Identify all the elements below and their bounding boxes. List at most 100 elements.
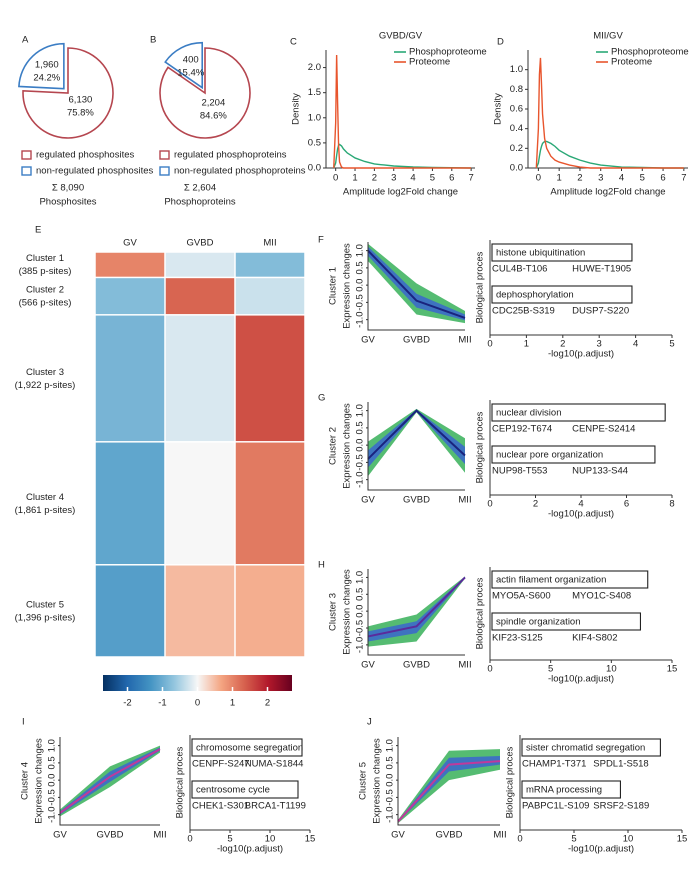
gene-label: CENPE-S2414 <box>572 424 635 435</box>
x-tick-label: 15 <box>677 834 688 845</box>
y-tick-label: -1.0 <box>355 311 366 327</box>
cluster-label: Cluster 2 <box>328 427 339 465</box>
x-tick-label: 7 <box>468 173 473 184</box>
y-axis-label: Expression changes <box>342 243 353 329</box>
legend-label: non-regulated phosphosites <box>36 166 154 177</box>
colorbar-tick-label: -2 <box>123 698 131 709</box>
mean-line <box>397 760 501 823</box>
term-bar <box>191 738 303 757</box>
cluster-label: Cluster 5 <box>358 762 369 800</box>
x-tick-label: 5 <box>571 834 576 845</box>
y-tick-label: 1.0 <box>355 244 366 257</box>
axes <box>367 242 465 331</box>
x-tick-label: 4 <box>410 173 415 184</box>
pie-slice <box>164 41 204 90</box>
y-tick-label: 1.0 <box>47 739 58 752</box>
heatmap-cell <box>95 278 165 315</box>
y-tick-label: 0.5 <box>355 261 366 274</box>
column-label: MII <box>263 238 276 249</box>
y-axis-label: Biological proces <box>475 577 486 649</box>
x-tick-label: 3 <box>597 339 602 350</box>
term-label: centrosome cycle <box>196 785 270 796</box>
y-tick-label: 1.0 <box>355 571 366 584</box>
x-tick-label: GVBD <box>403 335 430 346</box>
x-axis-label: -log10(p.adjust) <box>568 844 634 855</box>
slice-count: 2,204 <box>201 97 225 108</box>
x-tick-label: 15 <box>667 664 678 675</box>
mean-line <box>59 748 161 814</box>
term-label: nuclear division <box>496 408 561 419</box>
heatmap-cell <box>95 442 165 565</box>
gene-label: CHEK1-S301 <box>192 801 249 812</box>
colorbar-tick-label: 1 <box>230 698 235 709</box>
gene-label: CHAMP1-T371 <box>522 759 586 770</box>
panel-letter: A <box>22 35 29 46</box>
x-tick-label: 4 <box>619 173 624 184</box>
column-label: GVBD <box>187 238 214 249</box>
chart-title: GVBD/GV <box>379 31 423 42</box>
gene-label: SPDL1-S518 <box>593 759 648 770</box>
legend-label: Proteome <box>409 57 450 68</box>
x-tick-label: 10 <box>606 664 617 675</box>
x-tick-label: 0 <box>187 834 192 845</box>
term-bar <box>491 445 656 464</box>
y-tick-label: 0.0 <box>355 605 366 618</box>
density-line <box>333 143 472 169</box>
y-axis-label: Biological proces <box>475 251 486 323</box>
y-tick-label: 0.4 <box>510 123 523 134</box>
x-tick-label: 2 <box>372 173 377 184</box>
slice-count: 400 <box>183 54 199 65</box>
total-caption: Phosphosites <box>39 197 96 208</box>
y-tick-label: -0.5 <box>355 294 366 310</box>
gene-label: KIF23-S125 <box>492 633 543 644</box>
term-bar <box>491 612 642 631</box>
row-label: Cluster 3 <box>26 367 64 378</box>
chart-title: MII/GV <box>593 31 623 42</box>
gene-label: NUMA-S1844 <box>245 759 304 770</box>
density-line <box>333 55 472 169</box>
x-tick-label: 1 <box>352 173 357 184</box>
y-tick-label: 0.5 <box>47 756 58 769</box>
term-bar <box>491 570 649 589</box>
density-line <box>535 57 684 169</box>
cluster-label: Cluster 1 <box>328 267 339 305</box>
y-tick-label: 0.5 <box>385 756 396 769</box>
gene-label: NUP133-S44 <box>572 466 628 477</box>
heatmap-cell <box>235 278 305 315</box>
band-area <box>60 747 160 815</box>
term-bar <box>521 738 661 757</box>
legend-label: Phosphoproteome <box>611 47 689 58</box>
pie-slice <box>22 47 114 139</box>
x-tick-label: 6 <box>660 173 665 184</box>
x-tick-label: 15 <box>305 834 316 845</box>
heatmap-cell <box>235 252 305 277</box>
row-label: Cluster 4 <box>26 492 64 503</box>
colorbar-tick-label: 2 <box>265 698 270 709</box>
y-axis-label: Biological proces <box>505 746 516 818</box>
y-axis-label: Density <box>291 93 302 125</box>
gene-label: MYO1C-S408 <box>572 591 631 602</box>
x-tick-label: GVBD <box>403 660 430 671</box>
colorbar <box>103 675 292 691</box>
colorbar-tick-label: -1 <box>158 698 166 709</box>
panel-letter: G <box>318 393 325 404</box>
term-bar <box>521 780 621 799</box>
total-label: Σ 8,090 <box>52 183 84 194</box>
x-tick-label: 5 <box>548 664 553 675</box>
panel-letter: B <box>150 35 156 46</box>
y-axis-label: Expression changes <box>34 738 45 824</box>
y-axis-label: Biological proces <box>475 411 486 483</box>
x-tick-label: 1 <box>524 339 529 350</box>
y-axis-label: Expression changes <box>342 569 353 655</box>
x-axis-label: -log10(p.adjust) <box>548 509 614 520</box>
row-size-label: (1,861 p-sites) <box>15 505 76 516</box>
x-tick-label: GV <box>361 335 375 346</box>
y-tick-label: 2.0 <box>308 62 321 73</box>
gene-label: PABPC1L-S109 <box>522 801 589 812</box>
gene-label: BRCA1-T1199 <box>245 801 306 812</box>
x-tick-label: 2 <box>560 339 565 350</box>
gene-label: DUSP7-S220 <box>572 306 629 317</box>
y-tick-label: 1.0 <box>308 112 321 123</box>
